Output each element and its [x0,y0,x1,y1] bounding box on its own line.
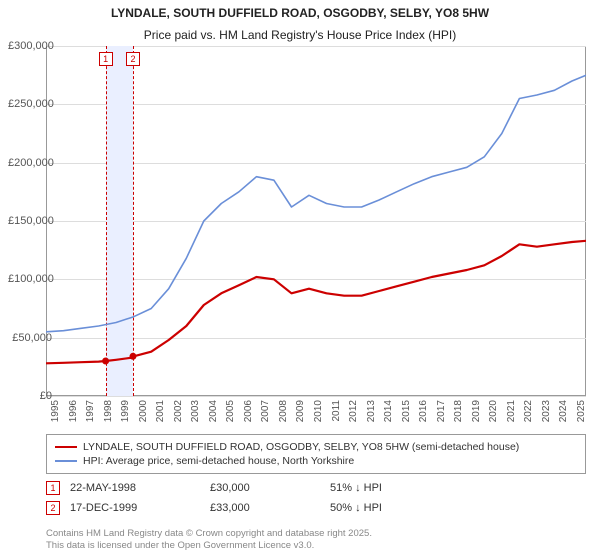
x-axis-label: 1995 [50,400,61,428]
marker-badge-2: 2 [46,501,60,515]
x-axis-label: 2025 [576,400,587,428]
transaction-diff: 51% ↓ HPI [330,482,450,494]
x-axis-label: 2019 [471,400,482,428]
x-axis-label: 2023 [541,400,552,428]
x-axis-label: 1997 [85,400,96,428]
x-axis-label: 2005 [225,400,236,428]
x-axis-label: 2016 [418,400,429,428]
x-axis-label: 2003 [190,400,201,428]
x-axis-label: 1999 [120,400,131,428]
x-axis-label: 2010 [313,400,324,428]
x-axis-label: 2007 [260,400,271,428]
series-line-hpi [46,75,586,332]
transactions-table: 1 22-MAY-1998 £30,000 51% ↓ HPI 2 17-DEC… [46,478,586,518]
transaction-date: 17-DEC-1999 [70,502,210,514]
footer-line1: Contains HM Land Registry data © Crown c… [46,528,372,540]
transaction-price: £33,000 [210,502,330,514]
x-axis-label: 2004 [208,400,219,428]
legend-swatch-property [55,446,77,448]
x-axis-label: 2001 [155,400,166,428]
legend-swatch-hpi [55,460,77,462]
transaction-diff: 50% ↓ HPI [330,502,450,514]
table-row: 2 17-DEC-1999 £33,000 50% ↓ HPI [46,498,586,518]
marker-badge-1: 1 [46,481,60,495]
legend-box: LYNDALE, SOUTH DUFFIELD ROAD, OSGODBY, S… [46,434,586,474]
series-line-property [46,241,586,363]
x-axis-label: 2018 [453,400,464,428]
legend-row-property: LYNDALE, SOUTH DUFFIELD ROAD, OSGODBY, S… [55,441,577,453]
x-axis-label: 1998 [103,400,114,428]
table-row: 1 22-MAY-1998 £30,000 51% ↓ HPI [46,478,586,498]
x-axis-label: 2002 [173,400,184,428]
x-axis-label: 2009 [295,400,306,428]
x-axis-label: 2008 [278,400,289,428]
x-axis-label: 2020 [488,400,499,428]
x-axis-label: 2021 [506,400,517,428]
footer-attribution: Contains HM Land Registry data © Crown c… [46,528,372,553]
x-axis-label: 2000 [138,400,149,428]
sale-point-marker [102,358,109,365]
footer-line2: This data is licensed under the Open Gov… [46,540,372,552]
x-axis-label: 2017 [436,400,447,428]
x-axis-label: 2012 [348,400,359,428]
legend-row-hpi: HPI: Average price, semi-detached house,… [55,455,577,467]
x-axis-label: 2014 [383,400,394,428]
transaction-price: £30,000 [210,482,330,494]
x-axis-label: 2006 [243,400,254,428]
sale-point-marker [130,353,137,360]
chart-container: LYNDALE, SOUTH DUFFIELD ROAD, OSGODBY, S… [0,0,600,560]
x-axis-label: 1996 [68,400,79,428]
x-axis-label: 2013 [366,400,377,428]
x-axis-label: 2022 [523,400,534,428]
transaction-date: 22-MAY-1998 [70,482,210,494]
chart-title-line1: LYNDALE, SOUTH DUFFIELD ROAD, OSGODBY, S… [0,0,600,22]
x-axis-label: 2011 [331,400,342,428]
plot-svg [46,46,586,396]
legend-label-hpi: HPI: Average price, semi-detached house,… [83,455,354,467]
chart-title-line2: Price paid vs. HM Land Registry's House … [0,22,600,44]
x-axis-label: 2015 [401,400,412,428]
legend-label-property: LYNDALE, SOUTH DUFFIELD ROAD, OSGODBY, S… [83,441,519,453]
x-axis-label: 2024 [558,400,569,428]
y-gridline [46,396,586,397]
